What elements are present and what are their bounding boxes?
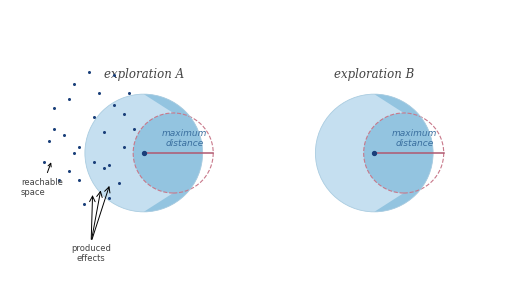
Text: reachable
space: reachable space — [21, 163, 63, 197]
Circle shape — [315, 94, 433, 212]
Text: exploration B: exploration B — [334, 68, 415, 81]
Text: maximum
distance: maximum distance — [162, 129, 207, 148]
Text: maximum
distance: maximum distance — [392, 129, 437, 148]
Text: exploration A: exploration A — [104, 68, 184, 81]
Text: produced
effects: produced effects — [71, 244, 111, 263]
Polygon shape — [133, 94, 203, 212]
Circle shape — [85, 94, 203, 212]
Polygon shape — [364, 94, 433, 212]
